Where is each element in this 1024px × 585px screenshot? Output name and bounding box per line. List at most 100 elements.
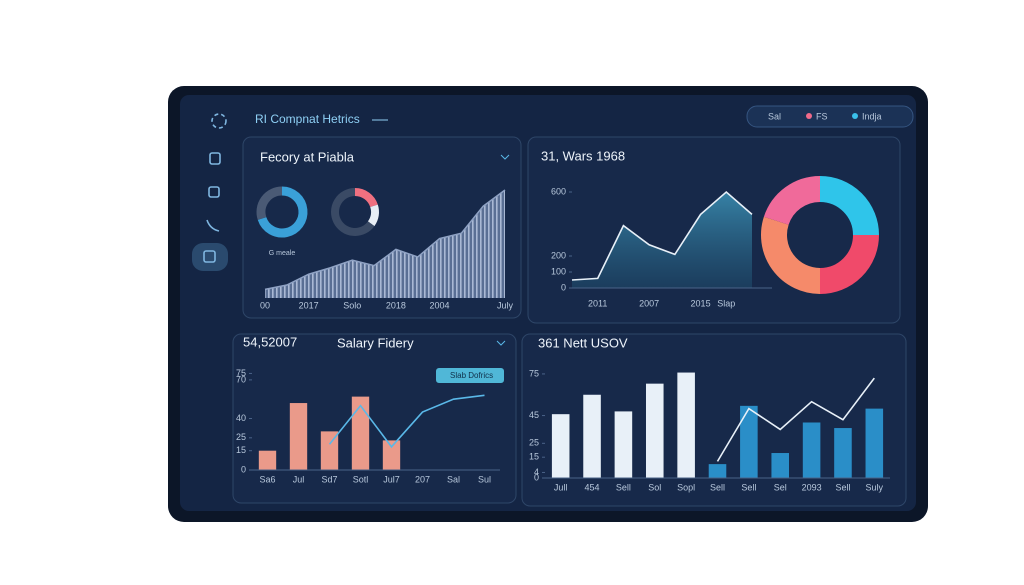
nav-icon[interactable] (203, 250, 216, 263)
x-tick-label: 00 (260, 300, 270, 310)
nav-icon[interactable] (206, 219, 220, 232)
y-tick-label: 15 (529, 452, 539, 462)
line (571, 190, 753, 281)
x-tick-label: 2011 (588, 298, 607, 308)
bar (289, 403, 308, 470)
bar (551, 414, 570, 478)
x-tick-label: 207 (415, 474, 430, 484)
filter[interactable]: Indja (862, 111, 882, 121)
x-tick-label: Sell (710, 482, 725, 492)
bar (382, 440, 401, 470)
bar (351, 396, 370, 470)
pie-segment (763, 176, 821, 226)
y-tick-label: 25 (529, 438, 539, 448)
x-tick-label: 2018 (386, 300, 406, 310)
chevron[interactable] (500, 154, 510, 160)
y-tick-label: 4 (534, 467, 539, 477)
filter[interactable]: FS (816, 111, 828, 121)
x-tick-label: Sal (447, 474, 460, 484)
y-tick-label: 45 (529, 410, 539, 420)
pie-segment (367, 204, 379, 227)
bar (740, 405, 758, 478)
y-tick-label: 100 (551, 266, 566, 276)
y-tick-label: 25 (236, 432, 246, 442)
x-tick-label: Solo (343, 300, 361, 310)
area (572, 192, 752, 288)
y-tick-label: 0 (241, 464, 246, 474)
y-tick-label: 70 (236, 374, 246, 384)
pie-segment (761, 216, 821, 294)
area-outline (264, 189, 506, 291)
line (328, 394, 485, 449)
bar (865, 408, 884, 478)
bar (320, 431, 339, 470)
bar (583, 394, 601, 478)
bar (802, 422, 821, 478)
x-tick-label: Sotl (353, 474, 369, 484)
area (265, 190, 505, 298)
x-tick-label: Sell (616, 482, 631, 492)
pie-segment (331, 188, 375, 236)
y-tick-label: 75 (236, 368, 246, 378)
x-tick-label: 2015 (691, 298, 711, 308)
chevron[interactable] (496, 340, 506, 346)
y-tick-label: 40 (236, 413, 246, 423)
filter-dot (806, 113, 812, 119)
y-tick-label: 0 (561, 282, 566, 292)
x-tick-label: Sd7 (321, 474, 337, 484)
x-tick-label: 2017 (299, 300, 319, 310)
x-tick-label: Sa6 (259, 474, 275, 484)
x-tick-label: Slap (717, 298, 735, 308)
nav-icon[interactable] (208, 186, 220, 198)
pie-segment (819, 176, 879, 236)
panel-title: Salary Fidery (337, 335, 414, 350)
pie-segment (819, 234, 879, 294)
y-tick-label: 200 (551, 250, 566, 260)
bar (771, 453, 790, 478)
badge-text: Slab Dofrics (450, 371, 493, 380)
panel (521, 333, 907, 507)
x-tick-label: Sol (648, 482, 661, 492)
x-tick-label: Sul (478, 474, 491, 484)
nav-active[interactable] (192, 243, 228, 271)
x-tick-label: Jul7 (383, 474, 400, 484)
y-tick-label: 0 (534, 472, 539, 482)
filter[interactable]: Sal (768, 111, 781, 121)
badge (436, 368, 504, 383)
x-tick-label: July (497, 300, 514, 310)
pie-segment (257, 186, 308, 238)
panel-title: 361 Nett USOV (538, 335, 628, 350)
x-tick-label: Suly (866, 482, 884, 492)
y-tick-label: 600 (551, 186, 566, 196)
pie-segment (354, 188, 378, 208)
x-tick-label: Sell (741, 482, 756, 492)
sidebar (192, 113, 228, 271)
x-tick-label: Sel (774, 482, 787, 492)
x-tick-label: Jull (554, 482, 568, 492)
panel-title: 31, Wars 1968 (541, 148, 625, 163)
y-tick-label: 15 (236, 445, 246, 455)
x-tick-label: 2007 (639, 298, 659, 308)
y-tick-label: 75 (529, 368, 539, 378)
bar (645, 383, 664, 478)
x-tick-label: 2004 (430, 300, 450, 310)
bar (258, 450, 277, 470)
filter-bar[interactable] (746, 105, 914, 128)
nav-icon[interactable] (209, 152, 221, 165)
x-tick-label: Sopl (677, 482, 695, 492)
app-title: RI Compnat Hetrics (255, 112, 360, 126)
caption: G meale (269, 250, 296, 257)
filter-dot (852, 113, 858, 119)
line (716, 377, 875, 462)
bar (834, 428, 852, 478)
x-tick-label: Jul (293, 474, 305, 484)
bar (614, 411, 633, 478)
logo (211, 113, 227, 129)
x-tick-label: 2093 (802, 482, 822, 492)
panel-title: Fecory at Piabla (260, 149, 355, 164)
bar (677, 372, 695, 478)
pie-segment (256, 186, 283, 220)
bar (708, 464, 727, 478)
x-tick-label: Sell (835, 482, 850, 492)
